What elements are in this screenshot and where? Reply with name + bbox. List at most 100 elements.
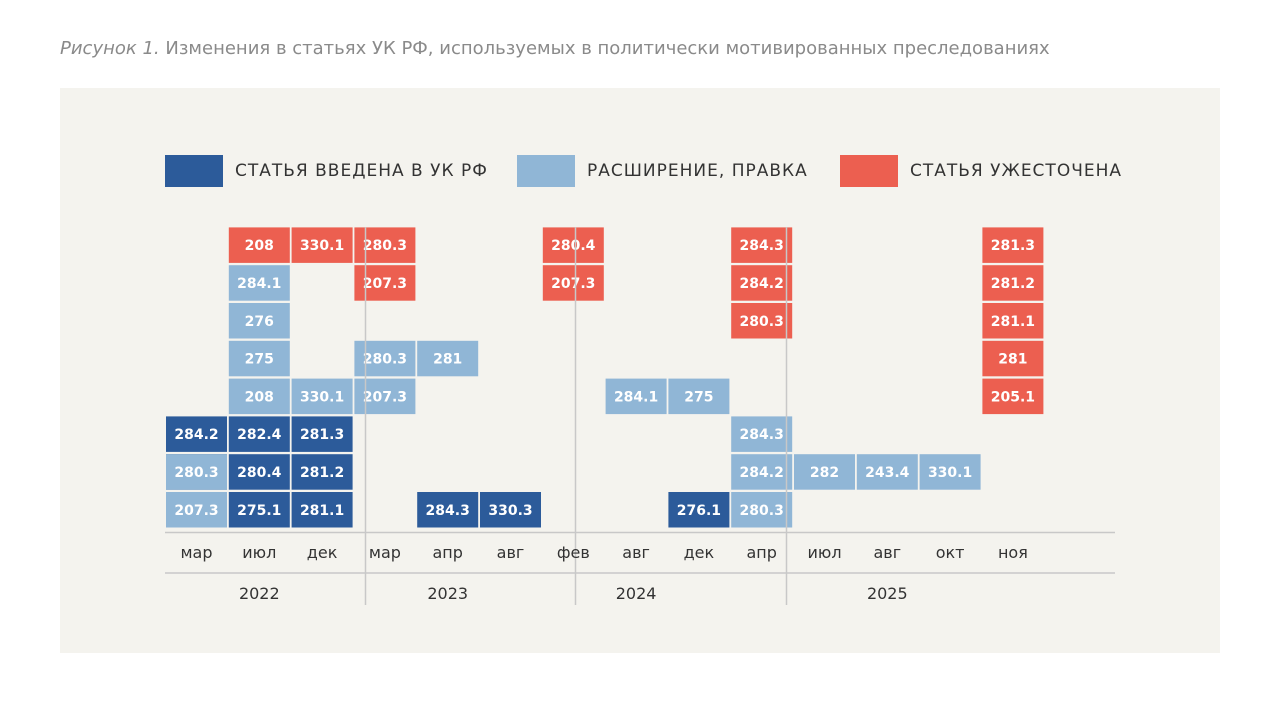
legend-swatch-introduced bbox=[165, 155, 223, 187]
introduced-330-3-block bbox=[480, 492, 541, 528]
introduced-276-1-label: 276.1 bbox=[677, 503, 721, 519]
month-tick-label: ноя bbox=[998, 543, 1028, 562]
tightened-284-3-block bbox=[731, 227, 793, 263]
month-tick-label: авг bbox=[497, 543, 525, 562]
month-tick-label: мар bbox=[369, 543, 401, 562]
tightened-281-3-block bbox=[982, 227, 1044, 263]
tightened-281-1-block bbox=[982, 303, 1044, 339]
tightened-208-block bbox=[228, 227, 290, 263]
expanded-280-3-block bbox=[354, 340, 416, 377]
tightened-330-1-label: 330.1 bbox=[300, 238, 344, 254]
tightened-281-label: 281 bbox=[998, 352, 1027, 368]
expanded-243-4-block bbox=[856, 454, 918, 490]
expanded-275-label: 275 bbox=[245, 352, 274, 368]
expanded-282-block bbox=[794, 454, 855, 490]
introduced-275-1-block bbox=[228, 492, 290, 528]
month-tick-label: апр bbox=[746, 543, 776, 562]
month-tick-label: дек bbox=[684, 543, 715, 562]
expanded-284-2-label: 284.2 bbox=[740, 465, 784, 481]
introduced-330-3-label: 330.3 bbox=[488, 503, 532, 519]
introduced-284-2-block bbox=[166, 416, 227, 452]
expanded-330-1-block bbox=[291, 378, 353, 415]
expanded-275-label: 275 bbox=[684, 389, 713, 405]
expanded-280-3-label: 280.3 bbox=[740, 503, 784, 519]
year-tick-label: 2023 bbox=[427, 584, 468, 603]
tightened-205-1-label: 205.1 bbox=[991, 389, 1035, 405]
legend-item-expanded: РАСШИРЕНИЕ, ПРАВКА bbox=[517, 155, 808, 187]
expanded-282-label: 282 bbox=[810, 465, 839, 481]
expanded-284-1-block bbox=[605, 378, 667, 415]
tightened-284-2-label: 284.2 bbox=[740, 276, 784, 292]
expanded-208-label: 208 bbox=[245, 389, 274, 405]
introduced-281-1-label: 281.1 bbox=[300, 503, 344, 519]
month-tick-label: авг bbox=[873, 543, 901, 562]
legend-label-expanded: РАСШИРЕНИЕ, ПРАВКА bbox=[587, 161, 808, 181]
expanded-280-3-block bbox=[731, 492, 793, 528]
introduced-281-2-block bbox=[291, 454, 353, 490]
expanded-276-label: 276 bbox=[245, 314, 274, 330]
expanded-207-3-label: 207.3 bbox=[363, 389, 407, 405]
tightened-280-4-block bbox=[542, 227, 604, 263]
expanded-275-block bbox=[668, 378, 730, 415]
tightened-280-3-label: 280.3 bbox=[363, 238, 407, 254]
month-tick-label: фев bbox=[557, 543, 590, 562]
expanded-275-block bbox=[228, 340, 290, 377]
month-tick-label: авг bbox=[622, 543, 650, 562]
legend-swatch-expanded bbox=[517, 155, 575, 187]
tightened-281-3-label: 281.3 bbox=[991, 238, 1035, 254]
tightened-330-1-block bbox=[291, 227, 353, 263]
expanded-281-label: 281 bbox=[433, 352, 462, 368]
expanded-207-3-block bbox=[166, 492, 227, 528]
introduced-275-1-label: 275.1 bbox=[237, 503, 281, 519]
expanded-284-3-label: 284.3 bbox=[740, 427, 784, 443]
month-tick-label: мар bbox=[180, 543, 212, 562]
expanded-281-block bbox=[417, 340, 479, 377]
introduced-281-2-label: 281.2 bbox=[300, 465, 344, 481]
expanded-207-3-block bbox=[354, 378, 416, 415]
introduced-280-4-label: 280.4 bbox=[237, 465, 282, 481]
tightened-280-4-label: 280.4 bbox=[551, 238, 596, 254]
expanded-276-block bbox=[228, 303, 290, 339]
figure-caption-label: Рисунок 1. bbox=[60, 38, 160, 59]
tightened-281-2-label: 281.2 bbox=[991, 276, 1035, 292]
introduced-282-4-label: 282.4 bbox=[237, 427, 282, 443]
expanded-284-1-block bbox=[228, 265, 290, 301]
legend-label-tightened: СТАТЬЯ УЖЕСТОЧЕНА bbox=[910, 161, 1123, 181]
tightened-208-label: 208 bbox=[245, 238, 274, 254]
tightened-207-3-label: 207.3 bbox=[551, 276, 595, 292]
year-tick-label: 2024 bbox=[616, 584, 657, 603]
tightened-284-3-label: 284.3 bbox=[740, 238, 784, 254]
introduced-276-1-block bbox=[668, 492, 730, 528]
expanded-208-block bbox=[228, 378, 290, 415]
introduced-280-4-block bbox=[228, 454, 290, 490]
legend-item-introduced: СТАТЬЯ ВВЕДЕНА В УК РФ bbox=[165, 155, 488, 187]
figure-caption-text: Изменения в статьях УК РФ, используемых … bbox=[165, 38, 1050, 59]
figure-caption: Рисунок 1. Изменения в статьях УК РФ, ис… bbox=[60, 38, 1050, 59]
expanded-330-1-block bbox=[919, 454, 981, 490]
introduced-282-4-block bbox=[228, 416, 290, 452]
expanded-330-1-label: 330.1 bbox=[928, 465, 972, 481]
legend-swatch-tightened bbox=[840, 155, 898, 187]
expanded-280-3-block bbox=[166, 454, 227, 490]
tightened-207-3-label: 207.3 bbox=[363, 276, 407, 292]
expanded-243-4-label: 243.4 bbox=[865, 465, 910, 481]
tightened-281-1-label: 281.1 bbox=[991, 314, 1035, 330]
introduced-284-3-block bbox=[417, 492, 479, 528]
tightened-207-3-block bbox=[354, 265, 416, 301]
month-tick-label: июл bbox=[807, 543, 841, 562]
expanded-284-1-label: 284.1 bbox=[614, 389, 658, 405]
legend-label-introduced: СТАТЬЯ ВВЕДЕНА В УК РФ bbox=[235, 161, 488, 181]
year-tick-label: 2022 bbox=[239, 584, 280, 603]
month-tick-label: июл bbox=[242, 543, 276, 562]
expanded-284-3-block bbox=[731, 416, 793, 452]
tightened-281-2-block bbox=[982, 265, 1044, 301]
expanded-280-3-label: 280.3 bbox=[363, 352, 407, 368]
expanded-284-1-label: 284.1 bbox=[237, 276, 281, 292]
expanded-284-2-block bbox=[731, 454, 793, 490]
tightened-280-3-block bbox=[354, 227, 416, 263]
year-tick-label: 2025 bbox=[867, 584, 908, 603]
expanded-207-3-label: 207.3 bbox=[174, 503, 218, 519]
month-tick-label: окт bbox=[936, 543, 965, 562]
month-tick-label: апр bbox=[432, 543, 462, 562]
